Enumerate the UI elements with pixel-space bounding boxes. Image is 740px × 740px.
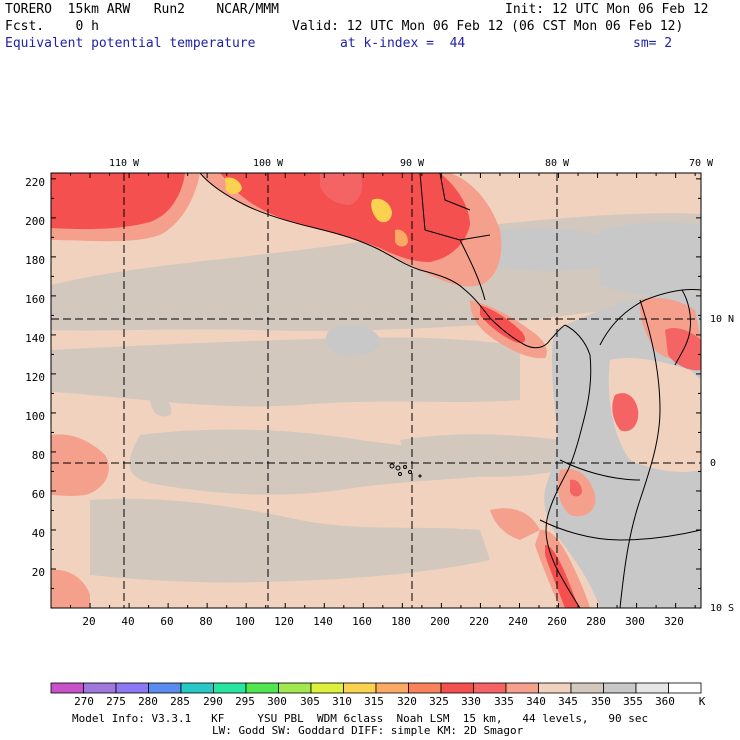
colorbar-label: 325 (429, 695, 449, 708)
x-label: 180 (391, 615, 411, 628)
colorbar-label: 290 (203, 695, 223, 708)
colorbar-swatch (538, 682, 572, 694)
colorbar-label: 300 (267, 695, 287, 708)
y-label: 20 (32, 566, 45, 579)
colorbar-label: 335 (494, 695, 514, 708)
y-label: 220 (25, 176, 45, 189)
x-label: 160 (352, 615, 372, 628)
x-label: 80 (199, 615, 212, 628)
forecast-hour: Fcst. 0 h (5, 19, 99, 34)
y-label: 60 (32, 488, 45, 501)
y-label: 80 (32, 449, 45, 462)
colorbar-label: 315 (364, 695, 384, 708)
colorbar-swatch (440, 682, 474, 694)
colorbar-unit: K (699, 695, 706, 708)
colorbar-swatch (668, 682, 702, 694)
colorbar-label: 275 (106, 695, 126, 708)
axis-ticks (51, 173, 701, 608)
y-label: 200 (25, 215, 45, 228)
lat-label-0: 0 (710, 458, 716, 469)
init-time: Init: 12 UTC Mon 06 Feb 12 (505, 2, 709, 17)
colorbar-swatch (278, 682, 312, 694)
k-index: at k-index = 44 (340, 36, 466, 51)
colorbar-swatch (245, 682, 279, 694)
lat-label-10s: 10 S (710, 603, 734, 614)
lon-label-100w: 100 W (253, 158, 284, 169)
galapagos-islands (389, 463, 422, 478)
x-label: 200 (430, 615, 450, 628)
colorbar-label: 280 (138, 695, 158, 708)
colorbar-swatch (375, 682, 409, 694)
colorbar-label: 330 (461, 695, 481, 708)
top-longitude-labels: 110 W 100 W 90 W 80 W 70 W (109, 158, 714, 169)
x-label: 280 (586, 615, 606, 628)
colorbar-swatch (180, 682, 214, 694)
physics-info: LW: Godd SW: Goddard DIFF: simple KM: 2D… (212, 724, 524, 737)
colorbar-swatch (343, 682, 377, 694)
colorbar-swatch (310, 682, 344, 694)
colorbar-swatch (408, 682, 442, 694)
x-label: 120 (274, 615, 294, 628)
x-label: 60 (160, 615, 173, 628)
x-label: 40 (121, 615, 134, 628)
colorbar-swatch (115, 682, 149, 694)
colorbar (50, 682, 702, 694)
lon-label-90w: 90 W (400, 158, 425, 169)
colorbar-label: 270 (74, 695, 94, 708)
colorbar-label: 355 (623, 695, 643, 708)
x-label: 300 (625, 615, 645, 628)
valid-time: Valid: 12 UTC Mon 06 Feb 12 (06 CST Mon … (292, 19, 684, 34)
colorbar-label: 295 (235, 695, 255, 708)
colorbar-label: 340 (526, 695, 546, 708)
lon-label-110w: 110 W (109, 158, 140, 169)
x-label: 100 (235, 615, 255, 628)
x-label: 320 (664, 615, 684, 628)
colorbar-swatch (50, 682, 84, 694)
lon-label-80w: 80 W (545, 158, 570, 169)
model-title: TORERO 15km ARW Run2 NCAR/MMM (5, 2, 279, 17)
x-label: 260 (547, 615, 567, 628)
x-label: 20 (82, 615, 95, 628)
lon-label-70w: 70 W (689, 158, 714, 169)
colorbar-label: 285 (170, 695, 190, 708)
colorbar-swatch (570, 682, 604, 694)
left-axis-labels: 220 200 180 160 140 120 100 80 60 40 20 (25, 176, 45, 579)
x-label: 140 (313, 615, 333, 628)
plot-frame (50, 172, 702, 609)
colorbar-label: 310 (332, 695, 352, 708)
colorbar-swatch (473, 682, 507, 694)
latlon-grid (51, 173, 701, 608)
y-label: 40 (32, 527, 45, 540)
y-label: 120 (25, 371, 45, 384)
y-label: 160 (25, 293, 45, 306)
colorbar-label: 320 (397, 695, 417, 708)
x-label: 240 (508, 615, 528, 628)
smoothing: sm= 2 (633, 36, 673, 51)
lat-label-10n: 10 N (710, 314, 734, 325)
colorbar-swatch (148, 682, 182, 694)
coastlines (199, 173, 701, 608)
colorbar-label: 345 (558, 695, 578, 708)
colorbar-swatch (505, 682, 539, 694)
colorbar-swatch (83, 682, 117, 694)
colorbar-labels: 270 275 280 285 290 295 300 305 310 315 … (74, 695, 706, 708)
right-latitude-labels: 10 N 0 10 S (710, 314, 734, 614)
colorbar-swatch (635, 682, 669, 694)
colorbar-label: 350 (591, 695, 611, 708)
bottom-axis-labels: 20 40 60 80 100 120 140 160 180 200 220 … (82, 615, 684, 628)
x-label: 220 (469, 615, 489, 628)
field-name: Equivalent potential temperature (5, 36, 256, 51)
model-info: Model Info: V3.3.1 KF YSU PBL WDM 6class… (72, 712, 649, 725)
y-label: 100 (25, 410, 45, 423)
colorbar-swatch (603, 682, 637, 694)
colorbar-swatch (213, 682, 247, 694)
colorbar-label: 305 (300, 695, 320, 708)
y-label: 140 (25, 332, 45, 345)
colorbar-label: 360 (655, 695, 675, 708)
y-label: 180 (25, 254, 45, 267)
